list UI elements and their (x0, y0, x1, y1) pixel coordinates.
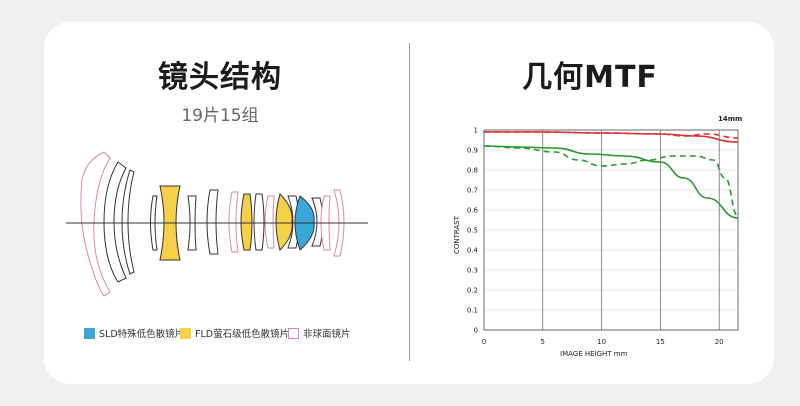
sld-swatch (84, 327, 95, 339)
lens-element-7 (206, 189, 219, 255)
lens-element-10 (253, 193, 265, 251)
chart-curves (483, 131, 739, 219)
y-tick-label: 0.4 (467, 247, 479, 255)
legend-label-sld: SLD特殊低色散镜片 (99, 329, 185, 340)
x-tick-label: 15 (656, 338, 665, 346)
y-tick-label: 0.8 (467, 167, 478, 175)
y-tick-label: 0.6 (467, 207, 479, 215)
chart-grid (483, 129, 739, 331)
y-tick-label: 0.3 (467, 267, 478, 275)
y-tick-label: 1 (474, 127, 478, 135)
mtf-series-4 (483, 145, 739, 217)
lens-element-11 (264, 195, 275, 249)
lens-structure-subtitle: 19片15组 (181, 106, 259, 126)
y-tick-label: 0.7 (467, 187, 478, 195)
legend-item-sld: SLD特殊低色散镜片 (84, 326, 184, 340)
mtf-series-2 (484, 131, 739, 139)
panel-divider (409, 43, 410, 361)
legend-item-fld: FLD萤石级低色散镜片 (180, 326, 289, 340)
y-tick-label: 0.5 (467, 227, 478, 235)
lens-element-9 (240, 193, 253, 251)
x-tick-label: 5 (541, 338, 545, 346)
lens-element-12 (275, 193, 293, 251)
aspheric-swatch (288, 327, 299, 339)
focal-length-label: 14mm (718, 115, 742, 123)
y-tick-label: 0.9 (467, 147, 478, 155)
lens-element-8 (228, 191, 239, 253)
mtf-series-1 (484, 131, 739, 143)
fld-swatch (180, 327, 191, 339)
x-tick-label: 0 (482, 338, 486, 346)
x-tick-label: 20 (715, 338, 724, 346)
x-tick-label: 10 (597, 338, 606, 346)
mtf-series-3 (483, 145, 739, 219)
x-axis-label: IMAGE HEIGHT mm (560, 350, 628, 358)
legend-label-fld: FLD萤石级低色散镜片 (195, 329, 290, 340)
legend-item-aspheric: 非球面镜片 (288, 326, 351, 340)
mtf-title: 几何MTF (522, 60, 658, 95)
y-tick-label: 0 (474, 327, 478, 335)
legend-label-aspheric: 非球面镜片 (303, 329, 351, 340)
chart-ticks: 00.10.20.30.40.50.60.70.80.910 5 10 15 20 (467, 127, 724, 347)
lens-element-3 (121, 169, 135, 275)
lens-structure-title: 镜头结构 (158, 60, 282, 95)
lens-element-17 (333, 189, 345, 257)
lens-element-2 (103, 161, 127, 283)
y-tick-label: 0.2 (467, 287, 478, 295)
lens-element-1 (80, 151, 111, 297)
y-tick-label: 0.1 (467, 307, 478, 315)
y-axis-label: CONTRAST (453, 215, 461, 254)
